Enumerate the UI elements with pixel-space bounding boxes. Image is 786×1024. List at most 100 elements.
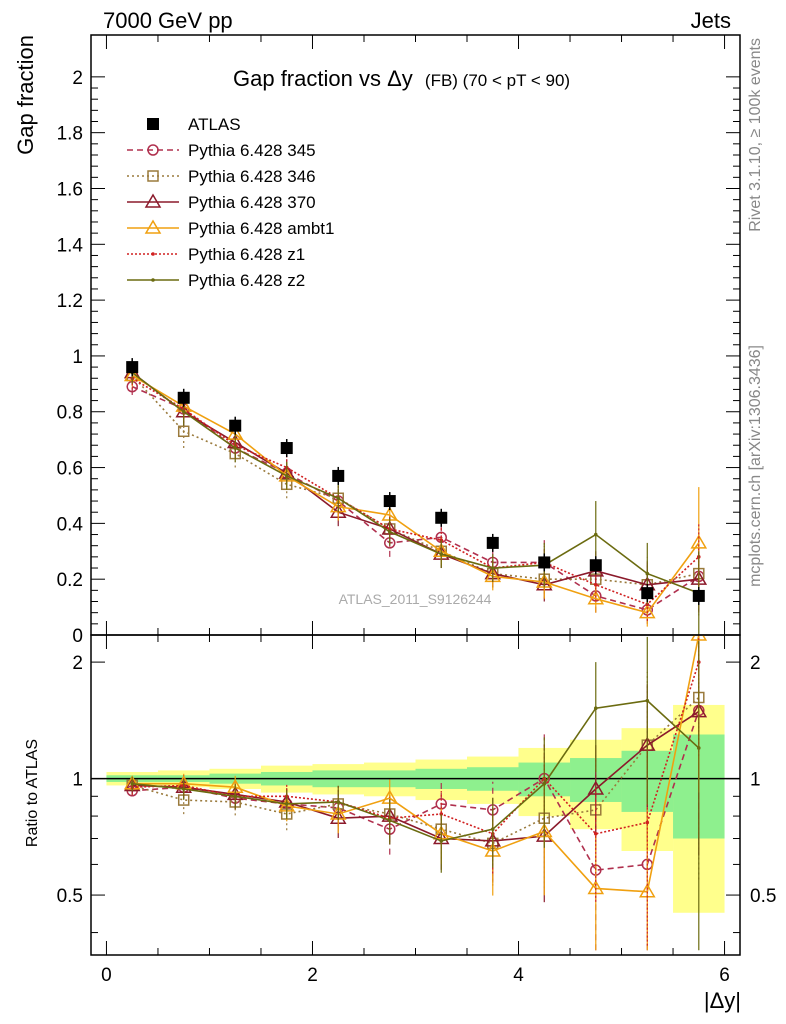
y-axis-label-top: Gap fraction [13, 35, 38, 155]
data-point [336, 496, 341, 501]
legend-label: Pythia 6.428 ambt1 [188, 219, 334, 238]
data-point [692, 589, 705, 602]
legend-item: Pythia 6.428 z1 [127, 245, 305, 264]
legend-label: ATLAS [188, 115, 241, 134]
legend-item: ATLAS [147, 115, 241, 134]
legend-marker [151, 278, 155, 282]
chart-title: Gap fraction vs Δy (FB) (70 < pT < 90) [233, 66, 570, 91]
mcplots-label: mcplots.cern.ch [arXiv:1306.3436] [747, 345, 764, 587]
ratio-line [132, 699, 700, 842]
legend-marker [144, 219, 162, 234]
y-tick-label: 0 [72, 626, 83, 647]
ratio-y-tick-label-right: 0.5 [750, 886, 776, 907]
data-point [589, 559, 602, 572]
ratio-point [284, 802, 289, 806]
title-dy: Δy [387, 66, 413, 91]
legend-item: Pythia 6.428 z2 [127, 271, 305, 290]
legend-marker [144, 193, 162, 208]
series-line [131, 377, 700, 606]
ratio-point [336, 800, 341, 804]
data-point [177, 425, 190, 438]
legend-label: Pythia 6.428 z1 [188, 245, 305, 264]
data-point [229, 419, 242, 432]
ratio-point [387, 818, 392, 823]
data-point [181, 409, 186, 414]
legend-label: Pythia 6.428 z2 [188, 271, 305, 290]
y-tick-label: 1.4 [57, 235, 84, 256]
data-point [638, 604, 656, 619]
data-point [593, 582, 598, 587]
data-point [645, 571, 650, 576]
data-point [177, 391, 190, 404]
ratio-point [542, 781, 547, 786]
y-axis-label-ratio: Ratio to ATLAS [24, 739, 41, 847]
data-point [439, 552, 444, 556]
ratio-line [132, 710, 700, 842]
svg-text:Gap fraction vs Δy: Gap fraction vs Δy (FB) (70 < pT < 90) [233, 66, 570, 91]
ratio-point [696, 746, 701, 750]
y-tick-label: 1.2 [57, 291, 83, 312]
series-line [131, 372, 700, 594]
y-tick-label: 0.8 [57, 403, 83, 424]
legend-label: Pythia 6.428 345 [188, 141, 316, 160]
y-tick-label: 0.6 [57, 459, 83, 480]
legend-marker [147, 144, 159, 156]
data-point [233, 446, 238, 450]
series-pythia-6-428-z1 [130, 367, 701, 622]
ratio-point [645, 820, 650, 825]
watermark: ATLAS_2011_S9126244 [339, 591, 492, 607]
legend-marker [151, 252, 155, 256]
ratio-y-tick-label: 1 [72, 770, 83, 791]
x-tick-label: 6 [719, 965, 730, 986]
series-line [131, 372, 699, 586]
data-point [280, 442, 293, 455]
ratio-point [490, 827, 495, 831]
data-point [126, 361, 139, 374]
x-tick-label: 0 [101, 965, 112, 986]
legend-item: Pythia 6.428 345 [127, 141, 316, 160]
data-point [387, 529, 392, 534]
ratio-point [439, 839, 444, 843]
ratio-pythia-6-428-z2 [130, 636, 701, 951]
x-tick-label: 4 [513, 965, 524, 986]
data-point [284, 474, 289, 478]
x-axis-label: |Δy| [704, 988, 741, 1013]
rivet-label: Rivet 3.1.10, ≥ 100k events [747, 38, 764, 232]
legend-marker [147, 170, 159, 182]
series-line [131, 374, 700, 614]
x-tick-label: 2 [307, 965, 318, 986]
y-tick-label: 0.2 [57, 570, 83, 591]
legend-item: Pythia 6.428 ambt1 [127, 219, 334, 238]
data-point [593, 532, 598, 537]
ratio-y-tick-label-right: 1 [750, 770, 761, 791]
ratio-y-tick-label: 0.5 [57, 886, 83, 907]
ratio-point [593, 706, 598, 711]
ratio-point [593, 831, 598, 836]
legend-item: Pythia 6.428 346 [127, 167, 316, 186]
ratio-line [131, 696, 700, 845]
data-point [641, 587, 654, 600]
main-panel: ATLAS_2011_S9126244 0 0.2 0.4 0.6 0.8 1 1.2 1.4… [13, 34, 741, 647]
series-pythia-6-428-ambt1 [123, 364, 708, 627]
ratio-point [587, 780, 605, 795]
series-atlas [126, 358, 705, 605]
legend-label: Pythia 6.428 346 [188, 167, 316, 186]
legend-marker [147, 118, 159, 130]
title-main: Gap fraction vs [233, 66, 381, 91]
ratio-point [130, 781, 135, 786]
ratio-line [132, 661, 700, 835]
data-point [587, 590, 605, 605]
y-tick-label: 1.6 [57, 179, 83, 200]
series-pythia-6-428-370 [123, 361, 708, 613]
data-point [486, 536, 499, 549]
data-point [435, 511, 448, 524]
legend-label: Pythia 6.428 370 [188, 193, 316, 212]
y-tick-label: 1.8 [57, 124, 83, 145]
ratio-point [439, 812, 444, 816]
legend-item: Pythia 6.428 370 [127, 193, 316, 212]
title-extra: (FB) (70 < pT < 90) [425, 71, 570, 90]
data-point [383, 495, 396, 508]
process-label: Jets [691, 8, 731, 33]
ratio-panel: 0.5 0.5 1 1 2 2 0 2 4 6 Ratio to ATLAS |Δy| [24, 634, 776, 1013]
